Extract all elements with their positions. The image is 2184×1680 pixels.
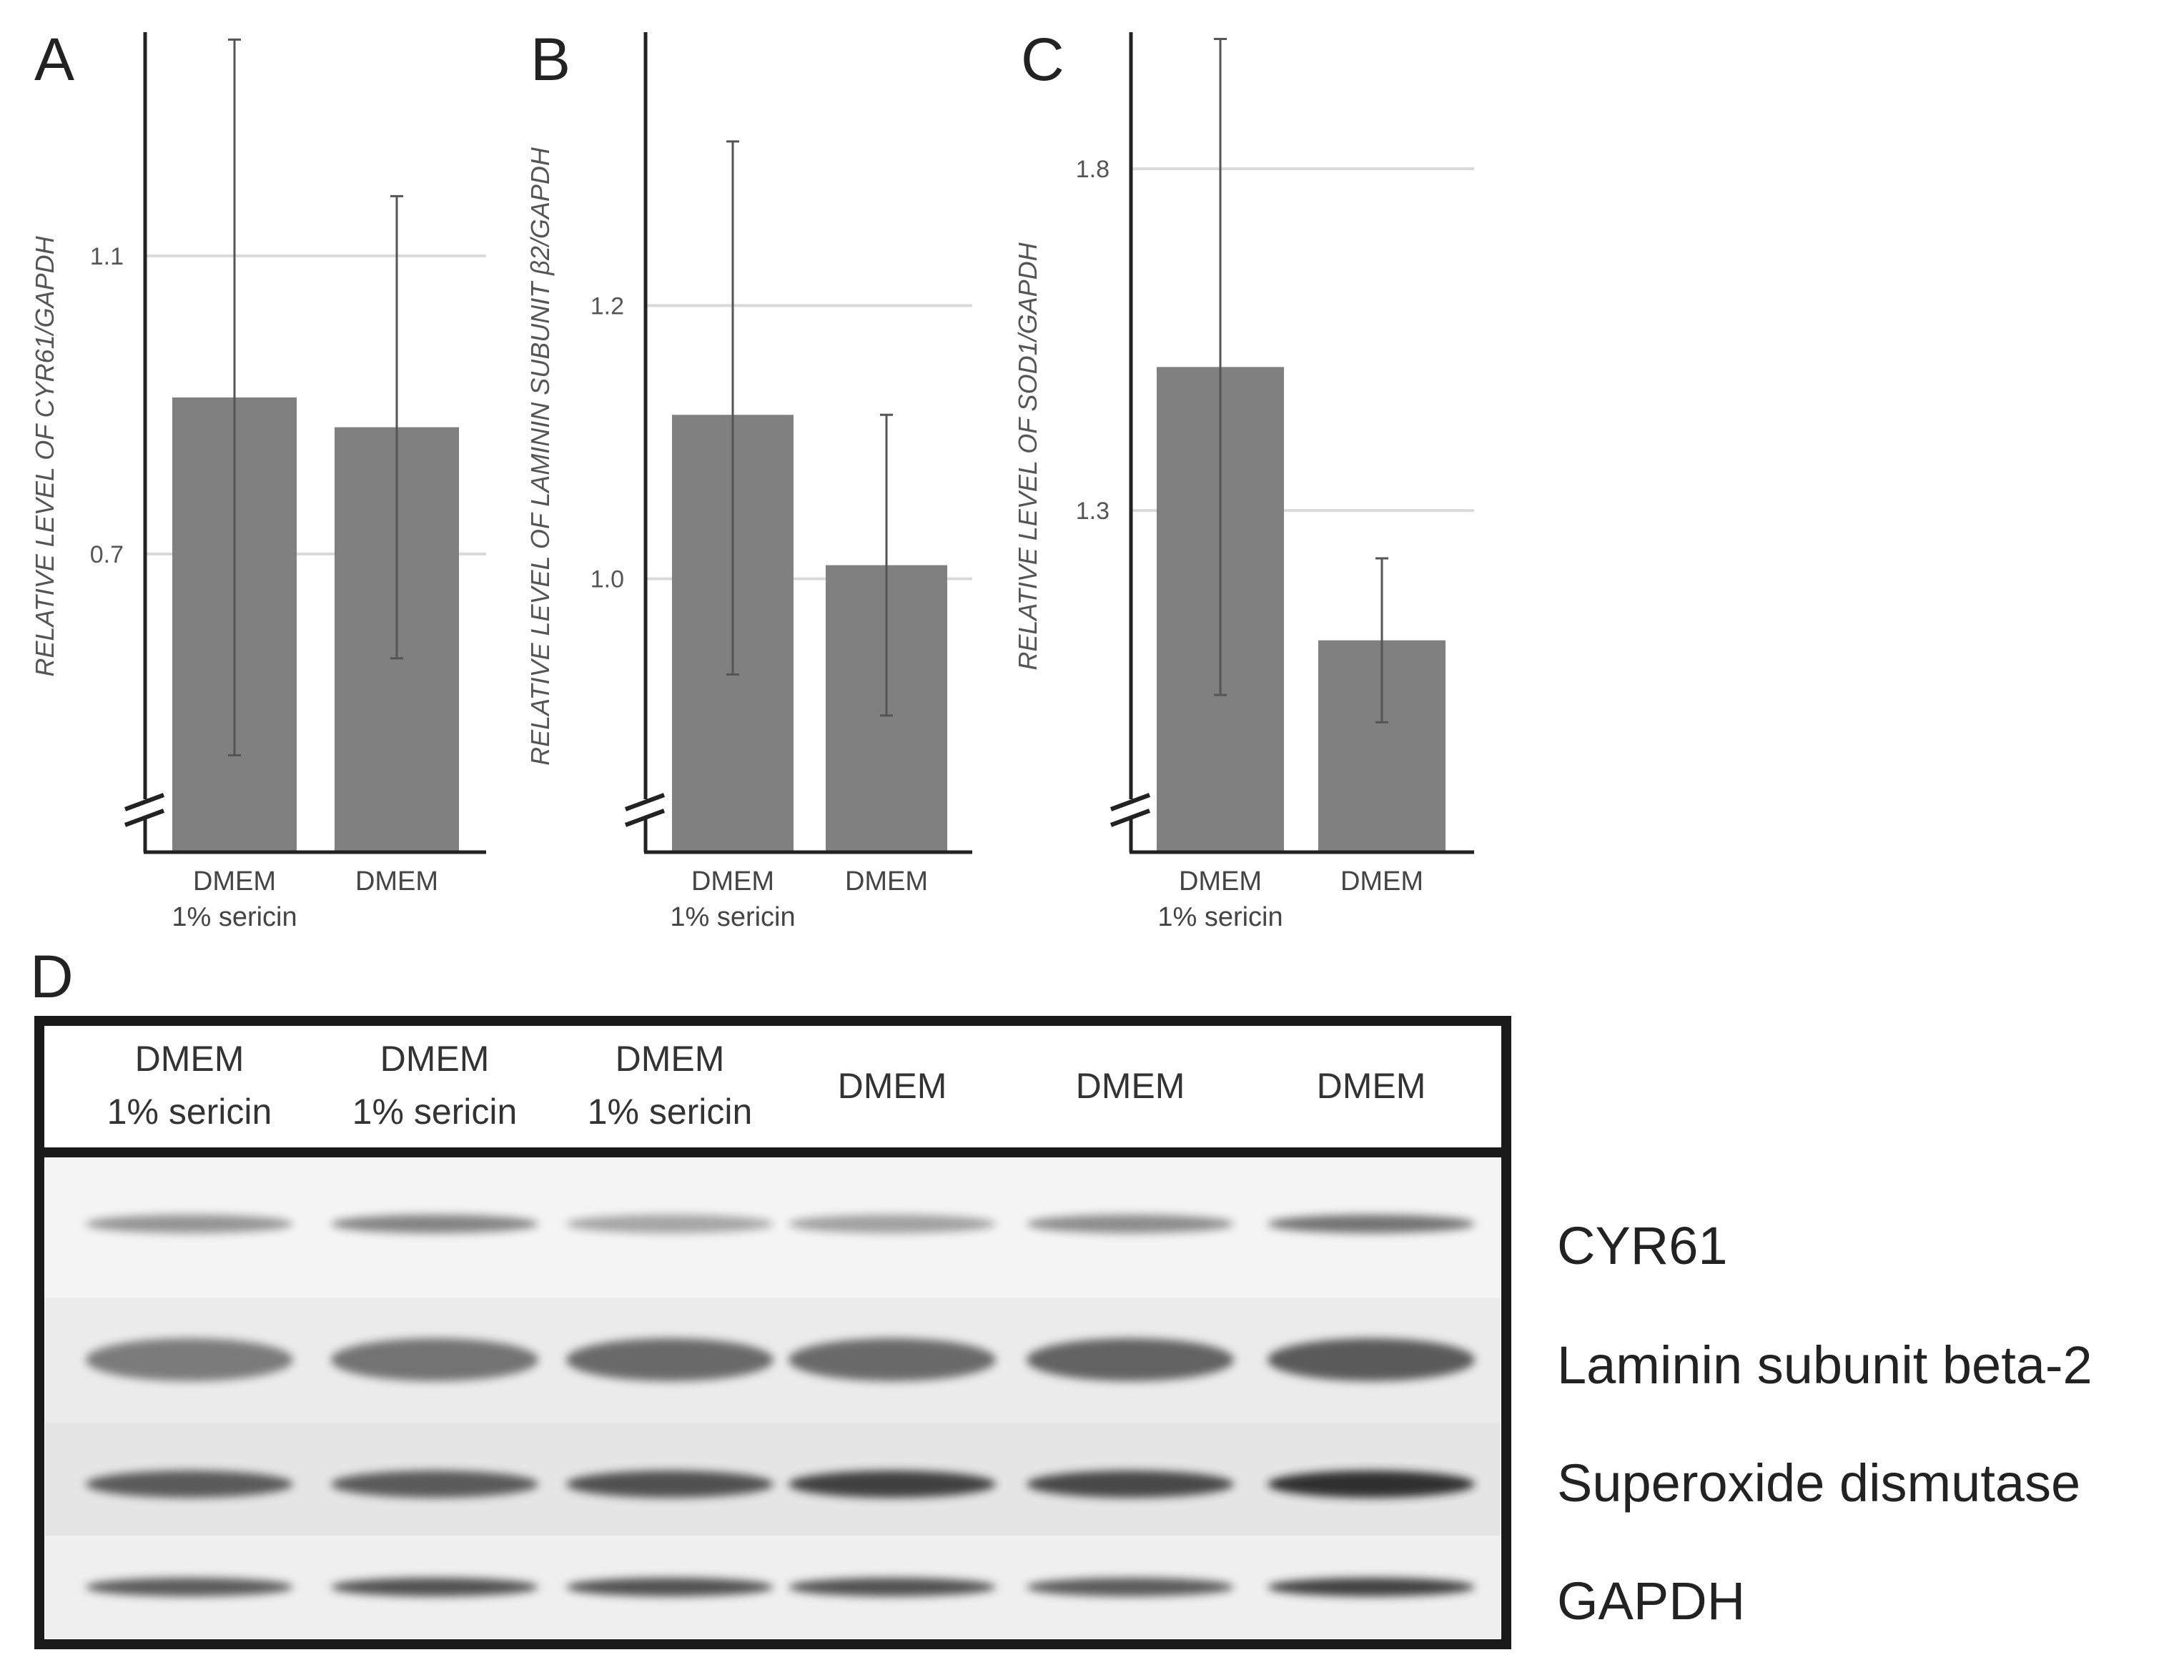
lane-label: DMEM — [1076, 1066, 1185, 1106]
protein-band — [1027, 1471, 1234, 1498]
lane-label: 1% sericin — [588, 1092, 753, 1132]
lane-header-bg — [45, 1027, 1501, 1152]
lane-label: 1% sericin — [352, 1092, 518, 1132]
protein-band — [331, 1338, 538, 1381]
y-tick-label: 1.8 — [1076, 156, 1110, 183]
protein-band — [789, 1578, 996, 1596]
protein-band — [789, 1215, 996, 1233]
y-tick-label: 1.2 — [591, 292, 624, 320]
axis-break-mark — [624, 809, 666, 827]
bar-charts: A 0.7 1.1 DMEM 1% sericin DMEM RELATIVE LEVEL … — [30, 26, 1474, 932]
lane-label: DMEM — [135, 1039, 244, 1079]
axis-break-mark — [1110, 793, 1151, 811]
axis-break-mark — [624, 793, 666, 811]
membrane-strip — [45, 1158, 1501, 1298]
chart-c: C 1.3 1.8 DMEM 1% sericin DMEM RELATIVE LEVEL … — [1013, 26, 1474, 932]
x-tick-label: DMEM — [355, 866, 438, 896]
lane-label: DMEM — [616, 1039, 725, 1079]
x-tick-label: 1% sericin — [172, 902, 297, 932]
protein-band — [86, 1578, 293, 1596]
protein-band — [331, 1578, 538, 1596]
protein-band — [1268, 1338, 1475, 1381]
protein-band — [1027, 1215, 1234, 1233]
panel-letter: B — [530, 26, 570, 93]
x-tick-label: 1% sericin — [1157, 902, 1283, 932]
x-tick-label: DMEM — [193, 866, 276, 896]
protein-band — [1027, 1338, 1234, 1381]
protein-band — [331, 1471, 538, 1498]
y-tick-label: 0.7 — [90, 541, 124, 568]
y-tick-label: 1.0 — [591, 566, 624, 593]
protein-label: GAPDH — [1557, 1571, 1745, 1631]
protein-label: Laminin subunit beta-2 — [1557, 1335, 2092, 1395]
panel-letter: D — [30, 943, 74, 1010]
y-axis-label: RELATIVE LEVEL OF LAMININ SUBUNIT β2/GAP… — [525, 147, 555, 766]
y-tick-label: 1.3 — [1076, 498, 1110, 525]
protein-band — [566, 1578, 774, 1596]
protein-label: Superoxide dismutase — [1557, 1453, 2080, 1513]
x-tick-label: DMEM — [691, 866, 774, 896]
chart-b: B 1.0 1.2 DMEM 1% sericin DMEM RELATIVE LEVEL … — [525, 26, 972, 932]
y-axis-label: RELATIVE LEVEL OF SOD1/GAPDH — [1013, 242, 1042, 670]
protein-band — [566, 1338, 774, 1381]
protein-band — [1027, 1578, 1234, 1596]
y-axis-label: RELATIVE LEVEL OF CYR61/GAPDH — [30, 235, 59, 676]
protein-band — [1268, 1215, 1475, 1233]
protein-band — [1268, 1578, 1475, 1596]
blot-frame — [34, 1016, 1511, 1649]
membrane-strip — [45, 1423, 1501, 1536]
protein-band — [86, 1471, 293, 1498]
axis-break-mark — [124, 809, 165, 827]
panel-letter: C — [1021, 26, 1064, 93]
protein-band — [86, 1215, 293, 1233]
x-tick-label: 1% sericin — [670, 902, 795, 932]
axis-break-mark — [1110, 809, 1151, 827]
lane-label: DMEM — [838, 1066, 947, 1106]
axis-break-mark — [124, 793, 165, 811]
lane-label: DMEM — [380, 1039, 490, 1079]
chart-a: A 0.7 1.1 DMEM 1% sericin DMEM RELATIVE LEVEL … — [30, 26, 486, 932]
lane-label: 1% sericin — [107, 1092, 272, 1132]
x-tick-label: DMEM — [845, 866, 928, 896]
panel-letter: A — [34, 26, 74, 93]
protein-band — [86, 1338, 293, 1381]
y-tick-label: 1.1 — [90, 243, 124, 270]
protein-band — [566, 1215, 774, 1233]
protein-band — [331, 1215, 538, 1233]
x-tick-label: DMEM — [1179, 866, 1262, 896]
protein-band — [566, 1471, 774, 1498]
protein-band — [1268, 1471, 1475, 1498]
protein-band — [789, 1338, 996, 1381]
protein-band — [789, 1471, 996, 1498]
protein-label: CYR61 — [1557, 1216, 1728, 1275]
lane-label: DMEM — [1317, 1066, 1426, 1106]
x-tick-label: DMEM — [1340, 866, 1423, 896]
